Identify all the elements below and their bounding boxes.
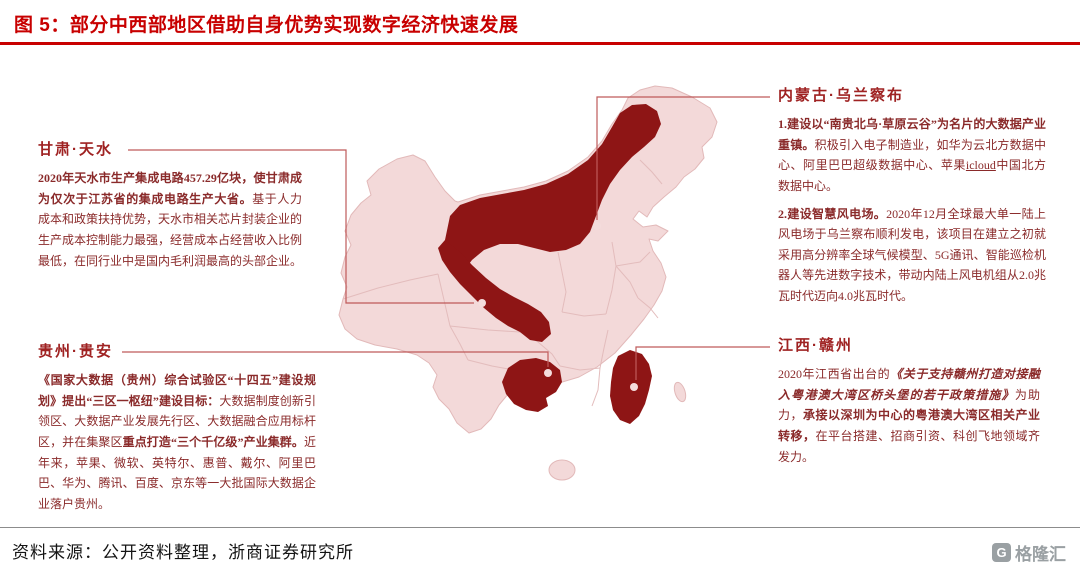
map-region-inner-mongolia bbox=[445, 104, 661, 272]
source-note: 资料来源：公开资料整理，浙商证券研究所 bbox=[12, 543, 354, 562]
marker-wulanchabu bbox=[593, 222, 601, 230]
marker-ganzhou bbox=[630, 383, 638, 391]
connector-jiangxi bbox=[635, 346, 770, 380]
callout-guizhou-guian: 贵州·贵安 《国家大数据（贵州）综合试验区“十四五”建设规划》提出“三区一枢纽”… bbox=[38, 340, 316, 521]
marker-guian bbox=[544, 369, 552, 377]
city-markers bbox=[478, 222, 638, 391]
callout-gansu-tianshui: 甘肃·天水 2020年天水市生产集成电路457.29亿块，使甘肃成为仅次于江苏省… bbox=[38, 138, 302, 278]
gelonghui-logo-icon: G bbox=[992, 543, 1011, 562]
map-outline bbox=[338, 85, 718, 434]
callout-jiangxi-title: 江西·赣州 bbox=[778, 337, 853, 354]
gelonghui-logo: G 格隆汇 bbox=[992, 540, 1066, 565]
gelonghui-logo-text: 格隆汇 bbox=[1015, 545, 1066, 564]
callout-gansu-body: 2020年天水市生产集成电路457.29亿块，使甘肃成为仅次于江苏省的集成电路生… bbox=[38, 171, 303, 268]
callout-jiangxi-body: 2020年江西省出台的《关于支持赣州打造对接融入粤港澳大湾区桥头堡的若干政策措施… bbox=[778, 367, 1040, 464]
callout-neimenggu-body: 1.建设以“南贵北乌·草原云谷”为名片的大数据产业重镇。积极引入电子制造业，如华… bbox=[778, 117, 1046, 303]
callout-jiangxi-ganzhou: 江西·赣州 2020年江西省出台的《关于支持赣州打造对接融入粤港澳大湾区桥头堡的… bbox=[778, 334, 1040, 474]
map-region-jiangxi bbox=[610, 350, 652, 424]
map-island-taiwan bbox=[673, 381, 687, 403]
connector-inner-mongolia bbox=[596, 96, 770, 220]
callout-neimenggu-title: 内蒙古·乌兰察布 bbox=[778, 87, 904, 104]
callout-neimenggu-wulanchabu: 内蒙古·乌兰察布 1.建设以“南贵北乌·草原云谷”为名片的大数据产业重镇。积极引… bbox=[778, 84, 1046, 314]
map-region-guizhou bbox=[502, 358, 562, 412]
callout-guizhou-body: 《国家大数据（贵州）综合试验区“十四五”建设规划》提出“三区一枢纽”建设目标：大… bbox=[38, 373, 316, 511]
province-borders bbox=[342, 159, 663, 407]
map-island-hainan bbox=[548, 459, 576, 481]
callout-gansu-title: 甘肃·天水 bbox=[38, 141, 113, 158]
title-underline bbox=[0, 42, 1080, 45]
figure-title: 图 5：部分中西部地区借助自身优势实现数字经济快速发展 bbox=[14, 15, 519, 36]
callout-guizhou-title: 贵州·贵安 bbox=[38, 343, 113, 360]
map-region-gansu bbox=[438, 240, 551, 342]
footer-divider bbox=[0, 527, 1080, 528]
marker-tianshui bbox=[478, 299, 486, 307]
